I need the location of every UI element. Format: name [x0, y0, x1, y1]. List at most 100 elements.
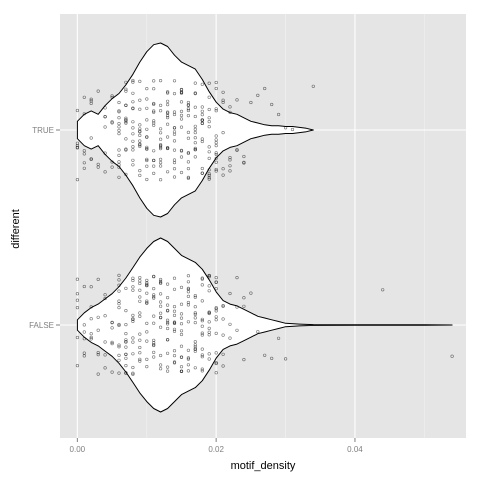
jitter-point [186, 167, 190, 171]
jitter-point [152, 79, 156, 83]
jitter-point [145, 365, 149, 369]
jitter-point [214, 306, 218, 310]
jitter-point [214, 331, 218, 336]
jitter-point [96, 162, 100, 166]
jitter-point [110, 94, 114, 98]
violin-false [76, 237, 453, 413]
jitter-point [159, 164, 163, 168]
jitter-point [117, 306, 121, 310]
jitter-point [242, 304, 246, 308]
jitter-point [166, 110, 170, 114]
jitter-point [138, 130, 142, 134]
jitter-point [193, 148, 197, 152]
jitter-point [145, 299, 149, 303]
jitter-point [166, 115, 170, 120]
x-axis-title: motif_density [231, 460, 296, 472]
jitter-point [172, 130, 177, 134]
jitter-point [186, 348, 190, 352]
jitter-point [103, 296, 107, 301]
jitter-point [145, 158, 149, 163]
jitter-point [228, 164, 232, 168]
jitter-point [145, 86, 149, 91]
jitter-point [221, 90, 225, 94]
jitter-point [179, 365, 184, 369]
jitter-point [117, 100, 121, 105]
jitter-point [172, 354, 177, 358]
jitter-point [159, 78, 163, 83]
jitter-point [124, 148, 128, 152]
jitter-point [263, 86, 267, 91]
jitter-point [159, 145, 163, 149]
jitter-point [221, 131, 225, 135]
jitter-point [117, 163, 121, 167]
x-tick-label: 0.04 [347, 445, 363, 454]
jitter-point [200, 283, 204, 287]
jitter-point [221, 100, 225, 104]
x-tick-label: 0.00 [70, 445, 86, 454]
jitter-point [221, 98, 225, 102]
jitter-point [166, 146, 170, 151]
jitter-point [131, 288, 135, 292]
jitter-point [117, 116, 121, 120]
jitter-point [159, 178, 163, 182]
jitter-point [124, 286, 128, 291]
jitter-point [145, 291, 149, 295]
jitter-point [249, 100, 253, 105]
jitter-point [152, 295, 156, 299]
jitter-point [159, 353, 163, 358]
jitter-point [221, 333, 225, 337]
jitter-point [152, 121, 156, 125]
jitter-point [138, 276, 142, 280]
jitter-point [166, 91, 170, 95]
jitter-point [117, 121, 121, 126]
jitter-point [131, 276, 135, 280]
jitter-point [214, 134, 218, 138]
jitter-point [124, 116, 128, 120]
jitter-point [200, 105, 204, 109]
jitter-point [124, 323, 128, 327]
jitter-point [82, 166, 86, 170]
jitter-point [138, 98, 142, 102]
jitter-point [117, 353, 121, 358]
jitter-point [186, 175, 190, 179]
jitter-point [82, 95, 86, 99]
jitter-point [179, 100, 184, 104]
jitter-point [207, 172, 211, 176]
jitter-point [221, 317, 225, 321]
jitter-point [179, 155, 184, 159]
jitter-point [138, 139, 142, 143]
jitter-point [159, 311, 163, 315]
jitter-point [159, 137, 163, 141]
jitter-point [200, 139, 204, 144]
jitter-point [228, 105, 232, 109]
jitter-point [131, 100, 135, 104]
jitter-point [124, 87, 128, 91]
jitter-point [152, 101, 156, 106]
jitter-point [145, 339, 149, 343]
jitter-point [138, 359, 142, 363]
jitter-point [145, 157, 149, 161]
jitter-point [221, 304, 225, 308]
jitter-point [172, 276, 177, 280]
jitter-point [145, 145, 149, 149]
jitter-point [214, 144, 218, 148]
jitter-point [235, 276, 239, 280]
jitter-point [124, 120, 128, 124]
jitter-point [131, 80, 135, 84]
jitter-point [152, 87, 156, 91]
jitter-point [96, 372, 100, 376]
jitter-point [214, 361, 218, 365]
jitter-point [166, 296, 170, 300]
jitter-point [270, 356, 274, 361]
jitter-point [166, 322, 170, 326]
jitter-point [110, 321, 114, 325]
jitter-point [200, 353, 204, 357]
jitter-point [110, 165, 114, 169]
jitter-point [110, 370, 114, 374]
jitter-point [277, 336, 281, 340]
jitter-point [200, 317, 204, 321]
jitter-point [228, 158, 232, 162]
jitter-point [172, 321, 177, 326]
jitter-point [152, 110, 156, 114]
jitter-point [159, 144, 163, 148]
